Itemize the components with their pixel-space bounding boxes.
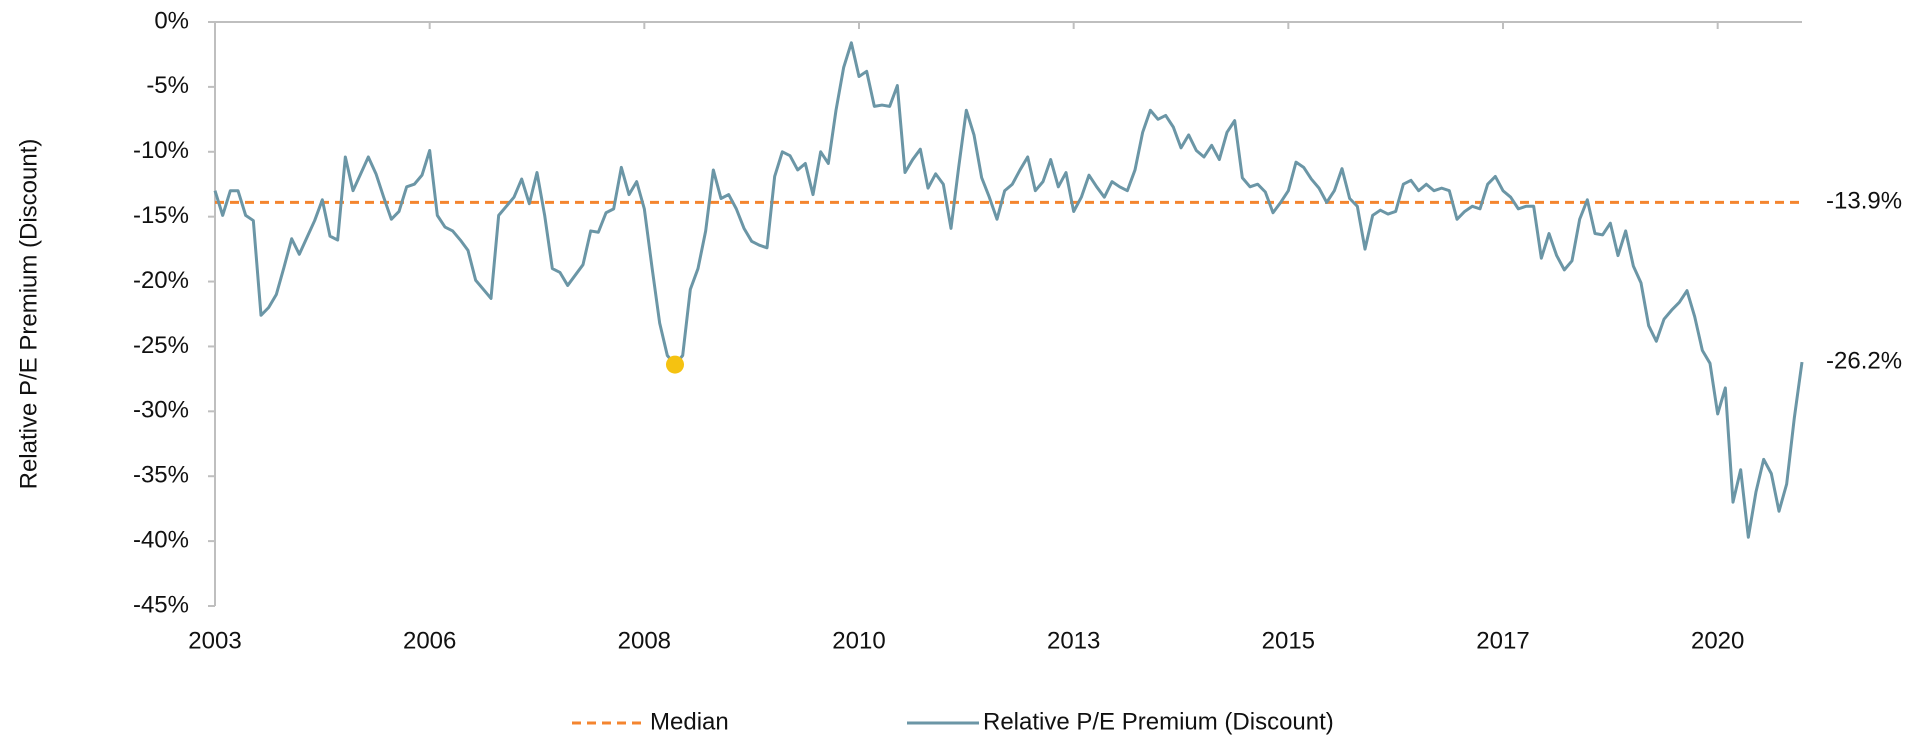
y-tick-label: -10% bbox=[133, 137, 189, 164]
y-tick-label: -20% bbox=[133, 267, 189, 294]
x-tick-label: 2013 bbox=[1047, 627, 1100, 654]
x-tick-label: 2010 bbox=[832, 627, 885, 654]
x-tick-label: 2008 bbox=[618, 627, 671, 654]
y-tick-label: -30% bbox=[133, 397, 189, 424]
y-axis-title: Relative P/E Premium (Discount) bbox=[15, 139, 42, 490]
x-tick-label: 2006 bbox=[403, 627, 456, 654]
y-tick-label: -45% bbox=[133, 591, 189, 618]
median-label: -13.9% bbox=[1826, 188, 1902, 215]
x-tick-label: 2020 bbox=[1691, 627, 1744, 654]
x-tick-label: 2015 bbox=[1262, 627, 1315, 654]
y-tick-label: -40% bbox=[133, 526, 189, 553]
x-tick-label: 2017 bbox=[1476, 627, 1529, 654]
end-label: -26.2% bbox=[1826, 347, 1902, 374]
legend-label: Median bbox=[650, 708, 729, 735]
data-line bbox=[213, 41, 1804, 539]
y-tick-label: 0% bbox=[154, 7, 189, 34]
y-tick-label: -5% bbox=[146, 72, 189, 99]
y-tick-label: -25% bbox=[133, 332, 189, 359]
y-tick-label: -35% bbox=[133, 462, 189, 489]
highlight-point bbox=[666, 355, 684, 374]
x-tick-label: 2003 bbox=[188, 627, 241, 654]
y-tick-label: -15% bbox=[133, 202, 189, 229]
legend-label: Relative P/E Premium (Discount) bbox=[983, 708, 1334, 735]
